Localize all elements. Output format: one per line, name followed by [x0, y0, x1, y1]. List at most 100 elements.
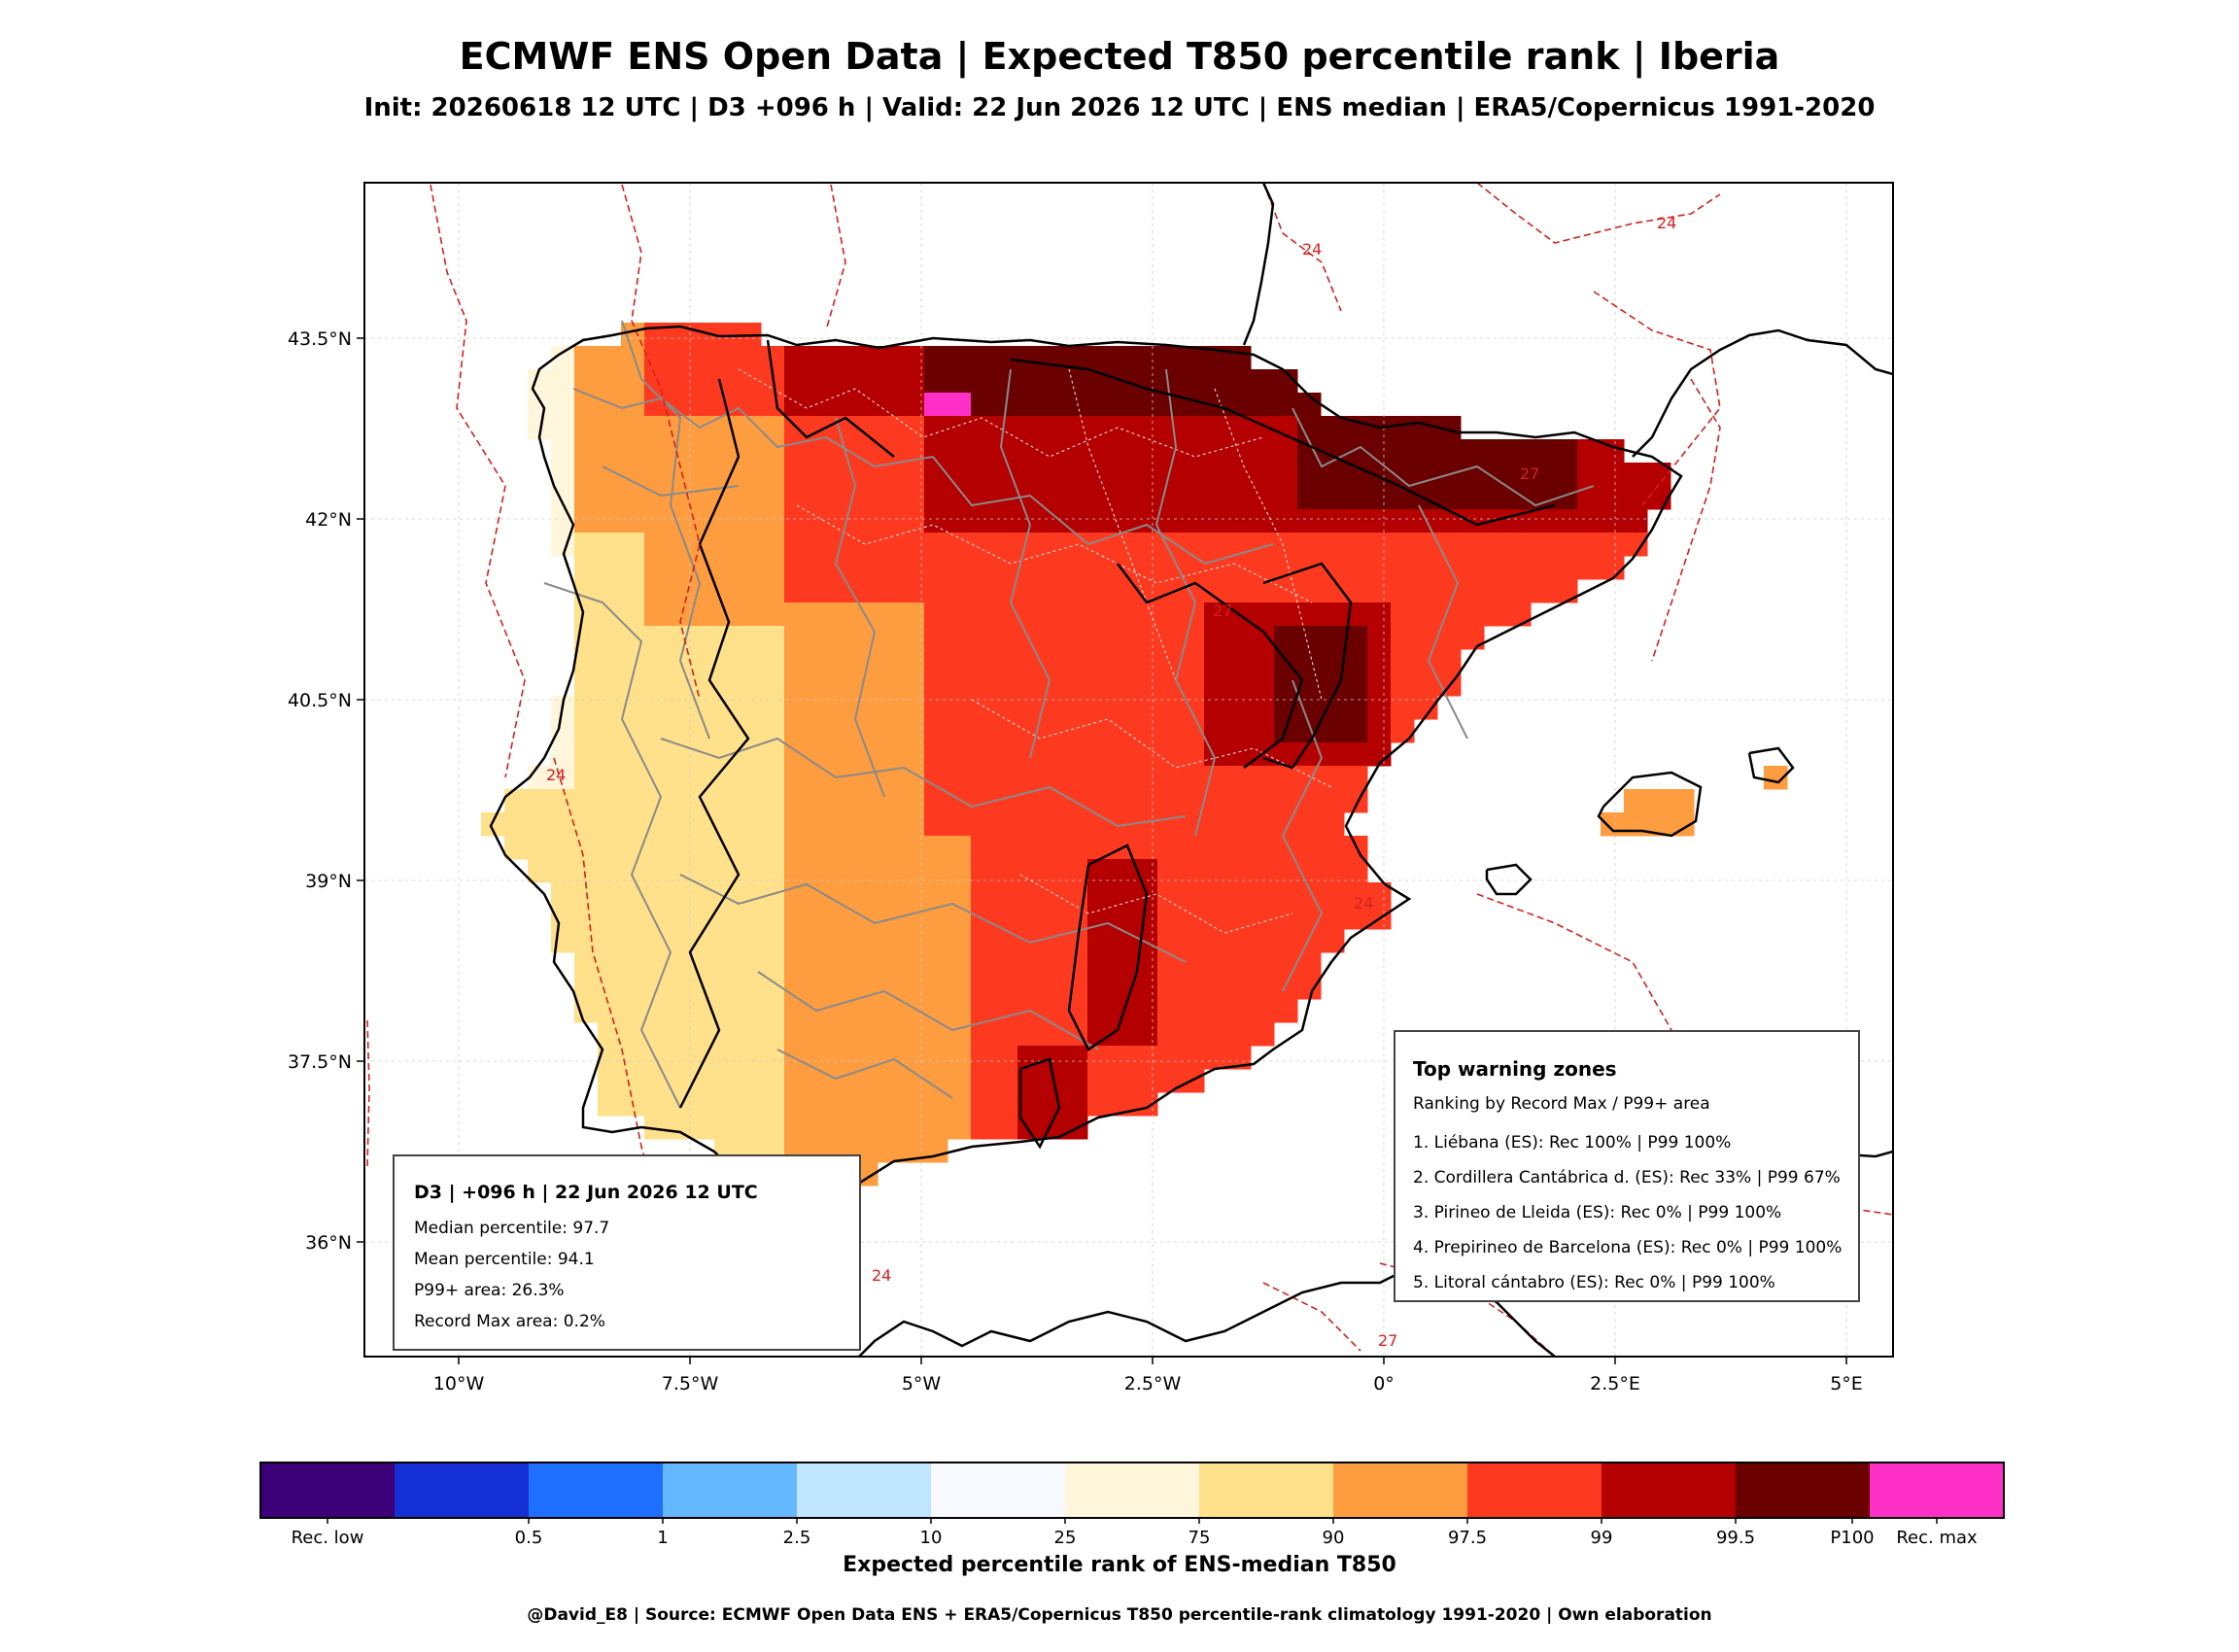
percentile-cell [1321, 602, 1345, 627]
percentile-cell [1017, 859, 1042, 883]
percentile-cell [504, 789, 529, 813]
percentile-cell [644, 742, 669, 767]
percentile-cell [1064, 416, 1088, 440]
percentile-cell [598, 789, 622, 813]
percentile-cell [1344, 649, 1368, 673]
percentile-cell [1134, 766, 1158, 790]
percentile-cell [1111, 346, 1135, 370]
percentile-cell [971, 1069, 995, 1093]
percentile-cell [1204, 999, 1228, 1023]
percentile-cell [644, 346, 669, 370]
percentile-cell [574, 859, 599, 883]
percentile-cell [1601, 556, 1625, 580]
percentile-cell [1111, 906, 1135, 930]
percentile-cell [1157, 649, 1182, 673]
percentile-cell [924, 509, 948, 533]
percentile-cell [878, 533, 902, 557]
percentile-cell [878, 1139, 902, 1163]
percentile-cell [924, 346, 948, 370]
percentile-cell [761, 602, 785, 627]
percentile-cell [947, 533, 972, 557]
percentile-cell [831, 836, 855, 860]
percentile-cell [1204, 509, 1228, 533]
percentile-cell [854, 1116, 878, 1140]
colorbar-swatch [663, 1463, 798, 1518]
percentile-cell [971, 742, 995, 767]
percentile-cell [551, 789, 575, 813]
percentile-cell [1064, 649, 1088, 673]
percentile-cell [901, 369, 925, 394]
percentile-cell [1157, 509, 1182, 533]
percentile-cell [1111, 509, 1135, 533]
percentile-cell [784, 556, 809, 580]
percentile-cell [1227, 952, 1252, 977]
percentile-cell [621, 579, 645, 603]
percentile-cell [714, 1046, 739, 1070]
percentile-cell [1344, 742, 1368, 767]
percentile-cell [1577, 533, 1602, 557]
percentile-cell [621, 369, 645, 394]
percentile-cell [644, 906, 669, 930]
percentile-cell [878, 999, 902, 1023]
percentile-cell [854, 346, 878, 370]
percentile-cell [1251, 486, 1275, 510]
percentile-cell [971, 812, 995, 837]
percentile-cell [574, 672, 599, 697]
lat-tick-40-5n: 40.5°N [288, 690, 352, 711]
percentile-cell [878, 556, 902, 580]
percentile-cell [691, 1092, 715, 1117]
percentile-cell [808, 649, 832, 673]
percentile-cell [1554, 439, 1578, 464]
percentile-cell [878, 602, 902, 627]
percentile-cell [1064, 486, 1088, 510]
percentile-cell [644, 859, 669, 883]
percentile-cell [551, 766, 575, 790]
percentile-cell [947, 579, 972, 603]
percentile-cell [1017, 882, 1042, 907]
percentile-cell [644, 649, 669, 673]
percentile-cell [1157, 416, 1182, 440]
percentile-cell [994, 1046, 1018, 1070]
percentile-cell [714, 976, 739, 1000]
percentile-cell [1181, 836, 1205, 860]
percentile-cell [831, 976, 855, 1000]
percentile-cell [598, 1092, 622, 1117]
percentile-cell [668, 952, 692, 977]
percentile-cell [1111, 1069, 1135, 1093]
percentile-cell [1204, 812, 1228, 837]
percentile-cell [738, 533, 762, 557]
percentile-cell [1134, 1046, 1158, 1070]
percentile-cell [1204, 672, 1228, 697]
percentile-cell [668, 766, 692, 790]
colorbar-swatch [1870, 1463, 2005, 1518]
percentile-cell [528, 859, 552, 883]
colorbar-swatch [529, 1463, 664, 1518]
percentile-cell [1157, 742, 1182, 767]
percentile-cell [1064, 719, 1088, 743]
percentile-cell [598, 719, 622, 743]
percentile-cell [738, 393, 762, 417]
percentile-cell [971, 906, 995, 930]
percentile-cell [808, 439, 832, 464]
percentile-cell [971, 952, 995, 977]
percentile-cell [1204, 486, 1228, 510]
percentile-cell [644, 836, 669, 860]
percentile-cell [1087, 719, 1112, 743]
percentile-cell [1297, 766, 1322, 790]
percentile-cell [1064, 766, 1088, 790]
percentile-cell [1064, 509, 1088, 533]
percentile-cell [598, 906, 622, 930]
percentile-cell [1111, 719, 1135, 743]
percentile-cell [808, 579, 832, 603]
percentile-cell [1157, 719, 1182, 743]
percentile-cell [1134, 789, 1158, 813]
lat-tick-39n: 39°N [305, 871, 352, 892]
percentile-cell [901, 742, 925, 767]
percentile-cell [1017, 393, 1042, 417]
percentile-cell [1181, 463, 1205, 487]
percentile-cell [878, 742, 902, 767]
lon-tick-0: 0° [1373, 1373, 1395, 1394]
percentile-cell [1391, 439, 1415, 464]
percentile-cell [621, 533, 645, 557]
percentile-cell [668, 906, 692, 930]
